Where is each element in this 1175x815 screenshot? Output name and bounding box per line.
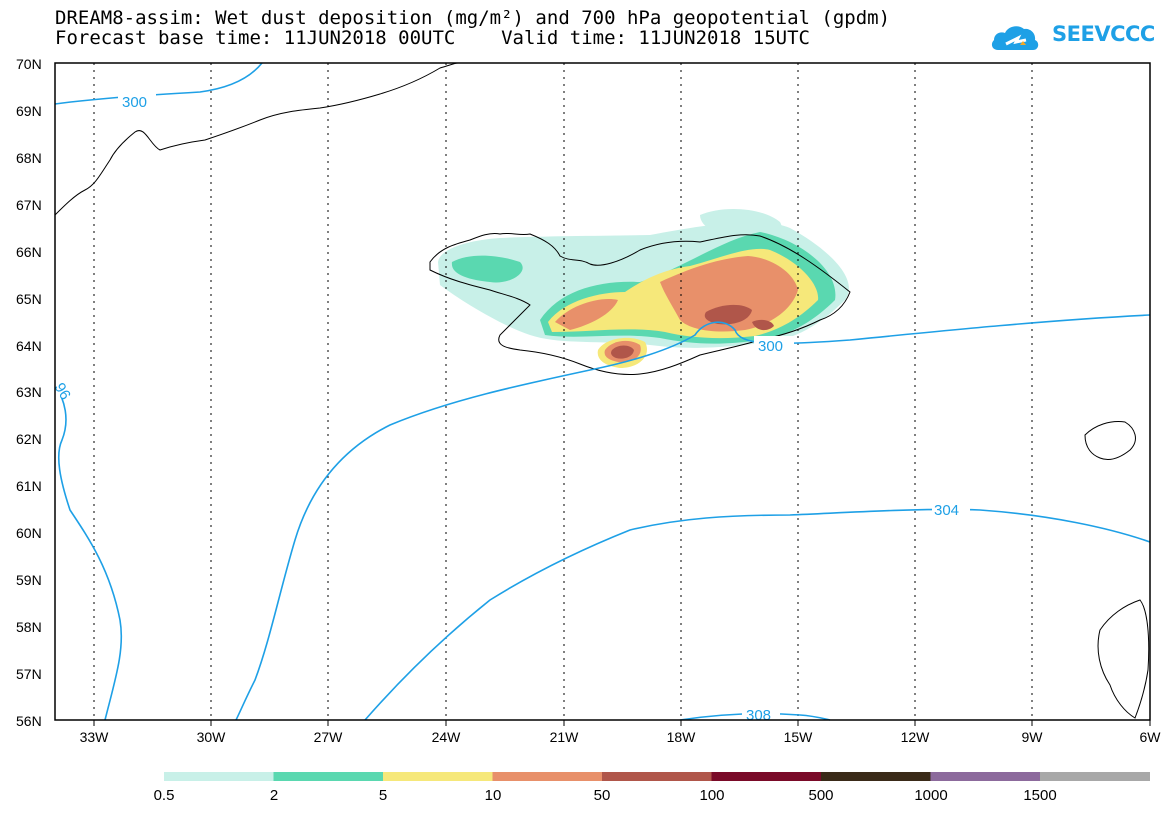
longitude-labels: 33W 30W 27W 24W 21W 18W 15W 12W 9W 6W bbox=[80, 729, 1162, 745]
lon-label: 21W bbox=[550, 729, 580, 745]
lat-label: 63N bbox=[16, 384, 42, 400]
contour-label-300-iceland: 300 bbox=[758, 338, 783, 355]
logo-text: SEEVCCC bbox=[1052, 22, 1155, 46]
coastlines bbox=[54, 62, 1150, 719]
legend-swatch bbox=[383, 772, 493, 781]
lat-label: 70N bbox=[16, 56, 42, 72]
lat-label: 67N bbox=[16, 197, 42, 213]
lon-label: 9W bbox=[1022, 729, 1044, 745]
geopotential-contours bbox=[54, 62, 1151, 721]
lon-label: 6W bbox=[1140, 729, 1162, 745]
legend-label: 0.5 bbox=[154, 787, 175, 804]
legend-swatch bbox=[930, 772, 1041, 781]
legend-label: 1500 bbox=[1023, 787, 1056, 804]
contour-label-300-north: 300 bbox=[122, 94, 147, 111]
lat-label: 69N bbox=[16, 103, 42, 119]
lon-label: 18W bbox=[667, 729, 697, 745]
lat-label: 66N bbox=[16, 244, 42, 260]
map-title-line-1: DREAM8-assim: Wet dust deposition (mg/m²… bbox=[55, 7, 891, 29]
legend-swatch bbox=[164, 772, 274, 781]
legend-label: 500 bbox=[808, 787, 833, 804]
latitude-labels: 70N 69N 68N 67N 66N 65N 64N 63N 62N 61N … bbox=[16, 56, 42, 729]
legend-label: 50 bbox=[594, 787, 611, 804]
legend-label: 1000 bbox=[914, 787, 947, 804]
contour-label-304: 304 bbox=[934, 502, 959, 519]
legend-labels: 0.5 2 5 10 50 100 500 1000 1500 bbox=[154, 787, 1057, 804]
legend-swatch bbox=[273, 772, 384, 781]
lat-label: 65N bbox=[16, 291, 42, 307]
lon-label: 15W bbox=[784, 729, 814, 745]
legend-label: 10 bbox=[485, 787, 502, 804]
lat-label: 64N bbox=[16, 338, 42, 354]
lat-label: 61N bbox=[16, 478, 42, 494]
legend-swatch bbox=[1040, 772, 1150, 781]
lon-label: 27W bbox=[314, 729, 344, 745]
legend-label: 2 bbox=[270, 787, 278, 804]
graticule bbox=[93, 63, 1033, 720]
legend-color-bar bbox=[164, 772, 1150, 781]
lon-label: 30W bbox=[197, 729, 227, 745]
lat-label: 59N bbox=[16, 572, 42, 588]
map-title-line-2: Forecast base time: 11JUN2018 00UTC Vali… bbox=[55, 27, 810, 49]
lat-label: 56N bbox=[16, 713, 42, 729]
seevccc-cloud-logo-icon bbox=[991, 26, 1039, 50]
legend-label: 5 bbox=[379, 787, 387, 804]
lon-label: 24W bbox=[432, 729, 462, 745]
dust-deposition-shading bbox=[438, 208, 849, 368]
contour-labels: 300 300 96 304 308 bbox=[51, 92, 970, 724]
contour-label-308: 308 bbox=[746, 707, 771, 724]
lat-label: 62N bbox=[16, 431, 42, 447]
lat-label: 68N bbox=[16, 150, 42, 166]
legend-swatch bbox=[821, 772, 931, 781]
contour-label-96: 96 bbox=[51, 380, 74, 403]
lat-label: 58N bbox=[16, 619, 42, 635]
legend-swatch bbox=[602, 772, 712, 781]
map-frame bbox=[54, 62, 1151, 721]
lat-label: 60N bbox=[16, 525, 42, 541]
legend-label: 100 bbox=[699, 787, 724, 804]
legend-swatch bbox=[711, 772, 822, 781]
lon-label: 12W bbox=[901, 729, 931, 745]
lat-label: 57N bbox=[16, 666, 42, 682]
legend-swatch bbox=[492, 772, 603, 781]
lon-label: 33W bbox=[80, 729, 110, 745]
